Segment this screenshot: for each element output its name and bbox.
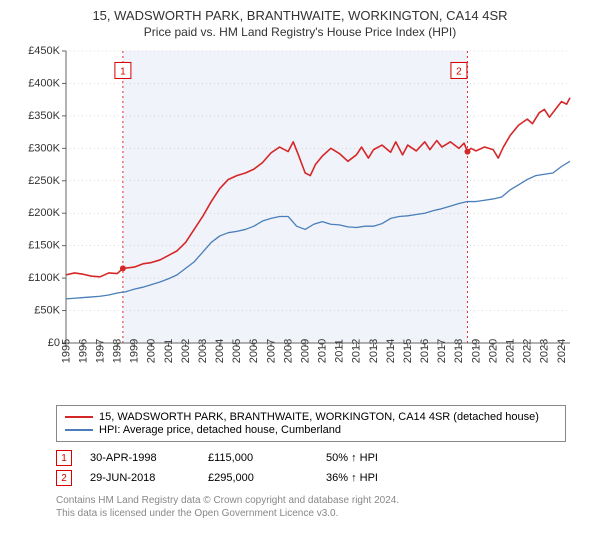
svg-text:2017: 2017 <box>436 339 448 363</box>
svg-text:2012: 2012 <box>351 339 363 363</box>
svg-text:2004: 2004 <box>214 339 226 363</box>
svg-text:2010: 2010 <box>317 339 329 363</box>
transaction-delta: 50% ↑ HPI <box>326 452 426 464</box>
svg-text:2013: 2013 <box>368 339 380 363</box>
svg-text:2: 2 <box>456 66 462 77</box>
svg-text:2009: 2009 <box>299 339 311 363</box>
svg-text:2007: 2007 <box>265 339 277 363</box>
chart-title: 15, WADSWORTH PARK, BRANTHWAITE, WORKING… <box>10 8 590 23</box>
svg-text:2022: 2022 <box>522 339 534 363</box>
svg-text:2021: 2021 <box>505 339 517 363</box>
legend-item: 15, WADSWORTH PARK, BRANTHWAITE, WORKING… <box>65 411 557 423</box>
transaction-row: 2 29-JUN-2018 £295,000 36% ↑ HPI <box>56 468 566 488</box>
svg-text:2018: 2018 <box>453 339 465 363</box>
svg-text:2020: 2020 <box>487 339 499 363</box>
svg-text:1997: 1997 <box>94 339 106 363</box>
svg-text:1996: 1996 <box>77 339 89 363</box>
legend-swatch <box>65 416 93 418</box>
svg-text:2014: 2014 <box>385 339 397 363</box>
svg-text:£150K: £150K <box>28 240 60 252</box>
svg-text:1: 1 <box>120 66 126 77</box>
footer-line: Contains HM Land Registry data © Crown c… <box>56 494 566 507</box>
svg-text:2019: 2019 <box>470 339 482 363</box>
svg-text:2023: 2023 <box>539 339 551 363</box>
legend: 15, WADSWORTH PARK, BRANTHWAITE, WORKING… <box>56 405 566 442</box>
transaction-date: 29-JUN-2018 <box>90 472 190 484</box>
chart-area: £0 £50K £100K £150K £200K £250K £300K £350K £400… <box>20 45 580 395</box>
svg-text:2001: 2001 <box>163 339 175 363</box>
footer: Contains HM Land Registry data © Crown c… <box>56 494 566 520</box>
svg-text:£100K: £100K <box>28 272 60 284</box>
svg-text:2005: 2005 <box>231 339 243 363</box>
svg-text:2003: 2003 <box>197 339 209 363</box>
chart-subtitle: Price paid vs. HM Land Registry's House … <box>10 25 590 39</box>
svg-text:£450K: £450K <box>28 45 60 57</box>
svg-text:£400K: £400K <box>28 77 60 89</box>
svg-text:£200K: £200K <box>28 207 60 219</box>
svg-text:2016: 2016 <box>419 339 431 363</box>
transaction-marker: 2 <box>56 470 72 486</box>
legend-label: HPI: Average price, detached house, Cumb… <box>99 424 341 436</box>
svg-text:2015: 2015 <box>402 339 414 363</box>
svg-text:2002: 2002 <box>180 339 192 363</box>
chart-svg: £0 £50K £100K £150K £200K £250K £300K £350K £400… <box>20 45 580 395</box>
svg-text:2024: 2024 <box>556 339 568 363</box>
transaction-price: £295,000 <box>208 472 308 484</box>
legend-label: 15, WADSWORTH PARK, BRANTHWAITE, WORKING… <box>99 411 539 423</box>
svg-text:£350K: £350K <box>28 110 60 122</box>
svg-text:2006: 2006 <box>248 339 260 363</box>
footer-line: This data is licensed under the Open Gov… <box>56 507 566 520</box>
transaction-marker: 1 <box>56 450 72 466</box>
svg-text:2008: 2008 <box>282 339 294 363</box>
legend-item: HPI: Average price, detached house, Cumb… <box>65 424 557 436</box>
svg-text:1999: 1999 <box>129 339 141 363</box>
transaction-delta: 36% ↑ HPI <box>326 472 426 484</box>
legend-swatch <box>65 429 93 431</box>
svg-text:£50K: £50K <box>34 305 60 317</box>
transaction-date: 30-APR-1998 <box>90 452 190 464</box>
transaction-row: 1 30-APR-1998 £115,000 50% ↑ HPI <box>56 448 566 468</box>
transaction-price: £115,000 <box>208 452 308 464</box>
svg-text:£300K: £300K <box>28 142 60 154</box>
svg-text:£0: £0 <box>48 337 60 349</box>
svg-text:£250K: £250K <box>28 175 60 187</box>
transactions-table: 1 30-APR-1998 £115,000 50% ↑ HPI 2 29-JU… <box>56 448 566 488</box>
svg-text:2000: 2000 <box>146 339 158 363</box>
svg-text:1998: 1998 <box>112 339 124 363</box>
